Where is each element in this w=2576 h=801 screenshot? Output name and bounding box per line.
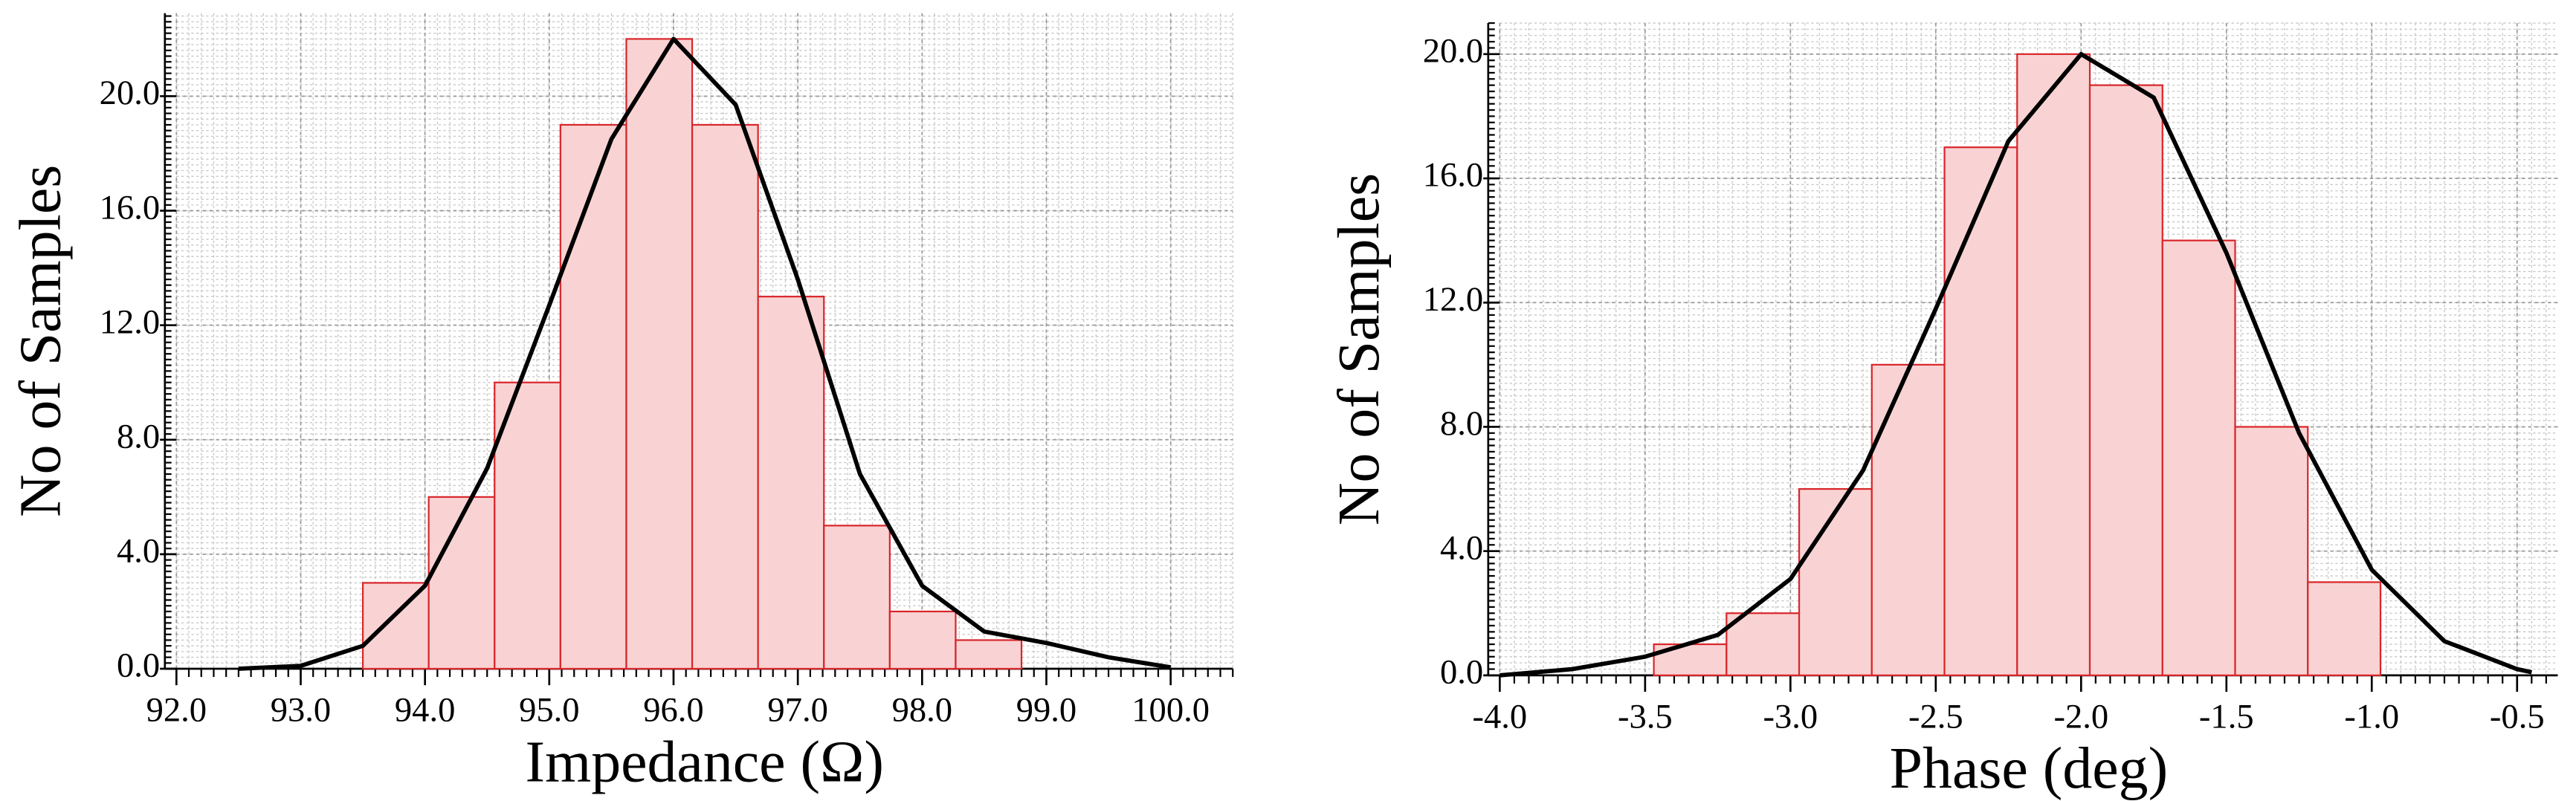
x-axis-title: Phase (deg) xyxy=(1890,736,2168,801)
bar xyxy=(2307,581,2382,676)
bar xyxy=(691,123,759,670)
y-tick-label: 8.0 xyxy=(1440,405,1483,443)
bar xyxy=(955,639,1023,670)
y-axis-title: No of Samples xyxy=(1326,173,1392,525)
y-tick-label: 0.0 xyxy=(1440,654,1483,692)
y-tick-label: 20.0 xyxy=(1423,33,1483,71)
x-tick-label: -3.5 xyxy=(1618,698,1673,736)
y-tick-label: 20.0 xyxy=(100,74,160,112)
x-tick-label: -0.5 xyxy=(2490,698,2545,736)
x-tick-label: 93.0 xyxy=(271,692,331,730)
bar xyxy=(494,381,561,670)
x-tick-label: 94.0 xyxy=(395,692,455,730)
y-tick-label: 16.0 xyxy=(100,189,160,227)
x-tick-label: 92.0 xyxy=(146,692,207,730)
bar xyxy=(888,610,957,670)
bar xyxy=(625,38,694,670)
y-tick-label: 12.0 xyxy=(100,303,160,341)
x-tick-label: -1.5 xyxy=(2199,698,2254,736)
bar xyxy=(1870,363,1946,676)
bar xyxy=(1798,487,1873,676)
bar xyxy=(823,525,891,670)
bar xyxy=(361,582,430,670)
bar xyxy=(1943,146,2018,676)
y-tick-label: 4.0 xyxy=(1440,529,1483,567)
y-tick-label: 16.0 xyxy=(1423,157,1483,195)
bar xyxy=(2088,84,2163,676)
x-tick-label: 100.0 xyxy=(1132,692,1210,730)
bar xyxy=(757,296,825,670)
y-tick-label: 0.0 xyxy=(117,647,160,685)
x-tick-label: -3.0 xyxy=(1763,698,1818,736)
x-tick-label: 98.0 xyxy=(892,692,952,730)
bar xyxy=(2234,426,2309,676)
bar xyxy=(559,123,627,670)
bar xyxy=(2016,53,2091,676)
x-tick-label: 97.0 xyxy=(767,692,827,730)
y-axis-title: No of Samples xyxy=(7,165,73,517)
x-tick-label: 95.0 xyxy=(519,692,579,730)
bar xyxy=(427,496,496,670)
x-tick-label: -2.0 xyxy=(2053,698,2108,736)
x-tick-label: -2.5 xyxy=(1908,698,1963,736)
y-tick-label: 4.0 xyxy=(117,533,160,571)
x-tick-label: -1.0 xyxy=(2344,698,2399,736)
chart: -4.0 -3.5 -3.0 -2.5 -2.0 -1.5 -1.0 -0.5 0.0 4.0 8.… xyxy=(1326,22,2558,801)
y-tick-label: 12.0 xyxy=(1423,281,1483,319)
x-tick-label: 96.0 xyxy=(643,692,703,730)
density-curve xyxy=(1500,51,2532,678)
x-tick-label: 99.0 xyxy=(1016,692,1076,730)
chart: 92.0 93.0 94.0 95.0 96.0 97.0 98.0 99.0 100.0 0.0… xyxy=(7,13,1234,794)
y-tick-label: 8.0 xyxy=(117,418,160,455)
density-curve xyxy=(238,36,1172,671)
bar xyxy=(2161,239,2236,676)
x-axis-title: Impedance (Ω) xyxy=(526,729,884,794)
x-tick-label: -4.0 xyxy=(1473,698,1528,736)
